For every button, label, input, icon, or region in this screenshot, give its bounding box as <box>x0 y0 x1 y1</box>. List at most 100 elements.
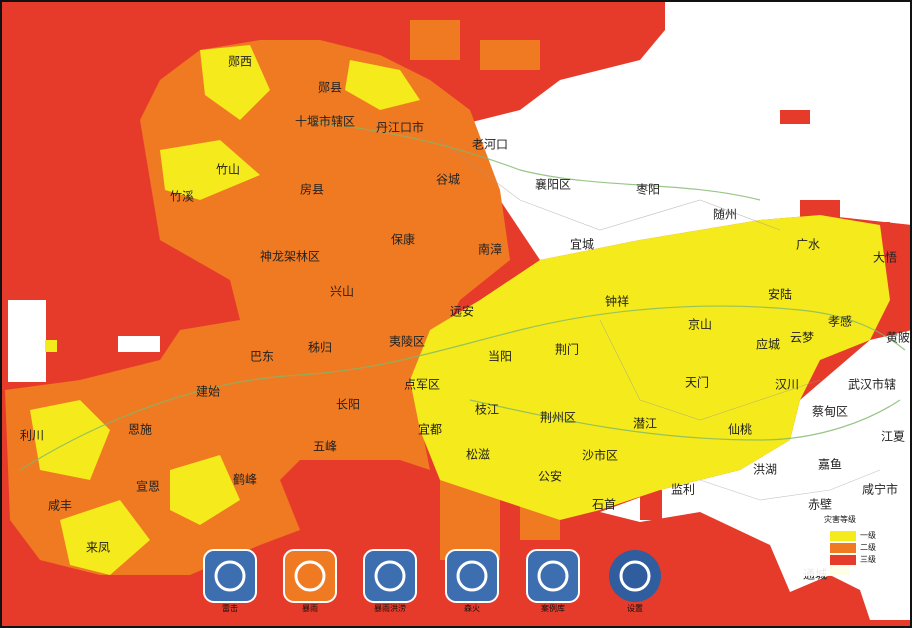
button-icon <box>526 549 580 603</box>
toolbar-button[interactable]: 案例库 <box>526 549 580 613</box>
place-label: 枝江 <box>475 402 499 417</box>
toolbar-button[interactable]: 森火 <box>445 549 499 613</box>
place-label: 建始 <box>196 385 220 399</box>
no-risk-area <box>118 336 160 352</box>
legend-label: 二级 <box>860 542 876 552</box>
button-label: 案例库 <box>541 603 565 613</box>
place-label: 宣恩 <box>136 479 160 494</box>
place-label: 仙桃 <box>728 422 752 437</box>
legend-swatch <box>830 555 856 565</box>
place-label: 孝感 <box>828 314 852 329</box>
button-label: 雷击 <box>222 603 238 613</box>
place-label: 汉川 <box>775 378 799 392</box>
place-label: 潜江 <box>633 417 657 431</box>
button-icon <box>445 549 499 603</box>
toolbar-button[interactable]: 设置 <box>609 550 661 613</box>
place-label: 应城 <box>756 337 780 352</box>
button-glyph <box>456 560 488 592</box>
place-label: 安陆 <box>768 287 792 302</box>
place-label: 赤壁 <box>808 497 832 512</box>
place-label: 南漳 <box>478 242 502 257</box>
place-label: 石首 <box>592 498 616 512</box>
risk-level-1-patches <box>30 45 850 575</box>
place-label: 枣阳 <box>636 183 660 197</box>
toolbar: 雷击 暴雨 暴雨洪涝 森火 案例库 设置 <box>203 549 661 613</box>
place-label: 云梦 <box>790 331 814 345</box>
place-label: 恩施 <box>128 423 152 437</box>
risk-level-2-area <box>5 40 510 575</box>
legend-label: 三级 <box>860 554 876 564</box>
risk-level-3-patches <box>640 110 912 618</box>
button-icon <box>609 550 661 602</box>
place-label: 郧西 <box>228 55 252 69</box>
place-label: 来凤 <box>86 541 110 555</box>
place-label: 秭归 <box>308 341 332 355</box>
place-label: 荆州区 <box>540 411 576 425</box>
button-label: 暴雨 <box>302 604 318 613</box>
place-label: 黄陂 <box>886 330 910 345</box>
toolbar-button[interactable]: 暴雨 <box>283 549 337 613</box>
place-label: 咸宁市 <box>862 482 898 497</box>
button-label: 森火 <box>464 603 480 613</box>
place-label: 鹤峰 <box>233 472 257 487</box>
place-label: 随州 <box>713 207 737 222</box>
place-label: 点军区 <box>404 378 440 392</box>
button-icon <box>283 549 337 603</box>
place-label: 咸丰 <box>48 499 72 513</box>
button-glyph <box>537 560 569 592</box>
place-label: 江夏 <box>881 430 905 444</box>
place-label: 武汉市辖 <box>848 377 896 392</box>
toolbar-button[interactable]: 雷击 <box>203 549 257 613</box>
button-icon <box>203 549 257 603</box>
place-label: 利川 <box>20 429 44 443</box>
button-label: 暴雨洪涝 <box>374 603 406 613</box>
no-risk-area <box>440 0 912 260</box>
roads <box>19 119 906 471</box>
place-label: 襄阳区 <box>535 177 571 192</box>
place-label: 房县 <box>300 182 324 197</box>
place-label: 十堰市辖区 <box>295 114 355 129</box>
place-label: 竹山 <box>216 163 240 177</box>
button-glyph <box>374 560 406 592</box>
place-label: 监利 <box>671 483 695 497</box>
place-label: 当阳 <box>488 350 512 364</box>
place-label: 公安 <box>538 469 562 484</box>
place-label: 郧县 <box>318 81 342 95</box>
legend-swatch <box>830 543 856 553</box>
place-label: 沙市区 <box>582 448 618 463</box>
place-label: 宜城 <box>570 237 594 252</box>
place-label: 保康 <box>391 232 415 247</box>
place-label: 嘉鱼 <box>818 458 842 472</box>
place-label: 钟祥 <box>605 294 629 309</box>
place-label: 长阳 <box>336 398 360 412</box>
button-glyph <box>214 560 246 592</box>
legend-swatch <box>830 531 856 541</box>
place-label: 大悟 <box>873 250 897 265</box>
place-label: 神龙架林区 <box>260 250 320 264</box>
place-label: 广水 <box>796 238 820 252</box>
button-label: 设置 <box>627 603 643 613</box>
place-label: 宜都 <box>418 422 442 437</box>
place-label: 洪湖 <box>753 462 777 477</box>
button-icon <box>363 549 417 603</box>
toolbar-button[interactable]: 暴雨洪涝 <box>363 549 417 613</box>
button-glyph <box>619 560 651 592</box>
place-label: 松滋 <box>466 448 490 462</box>
place-label: 谷城 <box>436 173 460 187</box>
risk-level-1-area <box>410 215 890 520</box>
place-label: 丹江口市 <box>376 120 424 135</box>
no-risk-area <box>8 300 46 382</box>
button-glyph <box>294 560 326 592</box>
place-label: 荆门 <box>555 342 579 357</box>
legend-title: 灾害等级 <box>824 514 856 524</box>
place-label: 京山 <box>688 318 712 332</box>
boundaries <box>439 139 881 501</box>
place-label: 天门 <box>685 375 709 390</box>
place-label: 巴东 <box>250 350 274 364</box>
place-label: 夷陵区 <box>389 334 425 349</box>
